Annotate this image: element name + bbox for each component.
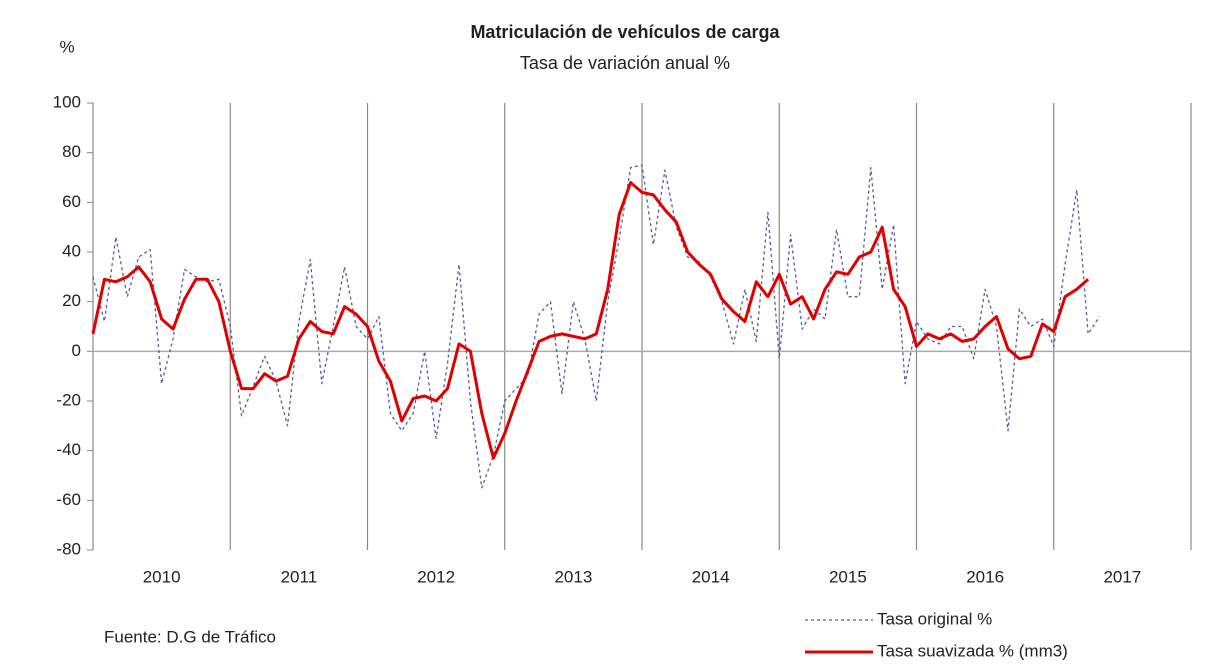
y-tick-label: -60 (56, 490, 81, 509)
x-tick-label: 2015 (829, 567, 867, 586)
series-line (91, 181, 1090, 460)
y-tick-label: 0 (72, 341, 81, 360)
series-line (92, 164, 1101, 489)
x-tick-label: 2012 (417, 567, 455, 586)
x-tick-label: 2017 (1103, 567, 1141, 586)
y-tick-label: 80 (62, 142, 81, 161)
y-tick-label: 20 (62, 291, 81, 310)
source-note: Fuente: D.G de Tráfico (104, 627, 276, 646)
x-tick-label: 2016 (966, 567, 1004, 586)
y-tick-label: 60 (62, 192, 81, 211)
x-tick-label: 2013 (554, 567, 592, 586)
y-tick-label: -20 (56, 390, 81, 409)
legend-label: Tasa original % (877, 609, 992, 628)
y-tick-label: 100 (53, 92, 81, 111)
chart-title: Matriculación de vehículos de carga (470, 22, 780, 42)
x-tick-label: 2011 (281, 567, 318, 586)
y-tick-label: -80 (56, 539, 81, 558)
chart-subtitle: Tasa de variación anual % (520, 53, 730, 73)
x-tick-label: 2010 (143, 567, 181, 586)
y-tick-label: -40 (56, 440, 81, 459)
legend-label: Tasa suavizada % (mm3) (877, 641, 1068, 660)
y-axis-label: % (59, 37, 74, 56)
x-tick-label: 2014 (692, 567, 730, 586)
legend-box (700, 598, 1224, 667)
y-tick-label: 40 (62, 241, 81, 260)
